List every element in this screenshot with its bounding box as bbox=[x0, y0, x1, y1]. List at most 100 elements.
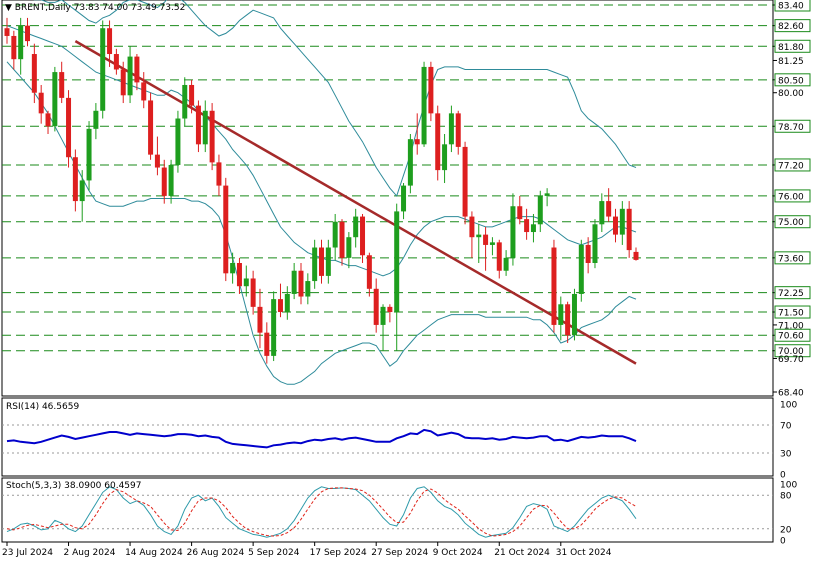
price-level-box bbox=[774, 39, 811, 53]
price-level-box bbox=[774, 73, 811, 87]
candle-body bbox=[503, 257, 509, 271]
candle-body bbox=[380, 306, 386, 325]
y-axis-label: 83.40 bbox=[778, 2, 804, 12]
candle-body bbox=[332, 221, 338, 248]
candle-body bbox=[141, 82, 147, 101]
candle-body bbox=[319, 247, 324, 276]
candle-body bbox=[148, 100, 154, 155]
stoch-panel-frame bbox=[1, 477, 774, 543]
y-axis-label: 81.25 bbox=[778, 57, 804, 67]
candle-body bbox=[510, 206, 516, 258]
chart-header: ▼ BRENT,Daily 73.83 74.00 73.49 73.52 bbox=[5, 3, 185, 13]
y-axis-label: 81.80 bbox=[778, 43, 804, 53]
y-axis-label: 71.00 bbox=[778, 321, 804, 331]
x-axis-label: 21 Oct 2024 bbox=[494, 548, 550, 558]
price-level-box bbox=[774, 119, 811, 133]
candle-body bbox=[100, 28, 106, 111]
main-panel-frame bbox=[1, 0, 774, 397]
x-axis-label: 23 Jul 2024 bbox=[2, 548, 53, 558]
candle-body bbox=[264, 332, 270, 356]
stoch-main-line bbox=[6, 486, 637, 538]
candle-body bbox=[578, 244, 584, 294]
y-axis-label: 82.60 bbox=[778, 22, 804, 32]
candle-body bbox=[305, 281, 311, 297]
dropdown-triangle-icon[interactable]: ▼ bbox=[5, 3, 12, 13]
candle-body bbox=[107, 28, 113, 55]
candle-body bbox=[312, 247, 318, 282]
candle-body bbox=[79, 180, 85, 202]
price-level-box bbox=[774, 19, 811, 33]
candle-body bbox=[277, 299, 283, 313]
candle-body bbox=[93, 110, 99, 129]
candle-body bbox=[298, 270, 304, 297]
candle-body bbox=[72, 157, 78, 202]
candle-body bbox=[134, 56, 140, 83]
candle-body bbox=[284, 293, 290, 313]
candle-body bbox=[469, 216, 475, 238]
y-axis-label: 77.20 bbox=[778, 161, 804, 171]
stoch-axis-label: 100 bbox=[780, 481, 797, 491]
candle-body bbox=[353, 216, 359, 238]
candle-body bbox=[25, 25, 31, 42]
candle-body bbox=[86, 128, 92, 181]
candle-body bbox=[250, 278, 256, 307]
candle-body bbox=[428, 66, 434, 114]
candle-body bbox=[168, 164, 174, 196]
candle-body bbox=[442, 144, 448, 171]
candle-body bbox=[448, 113, 454, 145]
candle-body bbox=[626, 208, 632, 251]
x-axis-label: 14 Aug 2024 bbox=[125, 548, 183, 558]
candle-body bbox=[462, 146, 468, 217]
candle-body bbox=[31, 54, 37, 93]
rsi-line bbox=[6, 428, 637, 449]
price-level-box bbox=[774, 189, 811, 203]
candle-body bbox=[633, 251, 639, 260]
y-axis-label: 80.00 bbox=[778, 89, 804, 99]
y-axis-label: 78.70 bbox=[778, 123, 804, 133]
candle-body bbox=[291, 270, 297, 294]
candle-body bbox=[537, 195, 543, 225]
candle-body bbox=[524, 219, 530, 233]
candle-body bbox=[544, 193, 550, 196]
candle-body bbox=[612, 216, 618, 235]
candle-body bbox=[182, 84, 188, 119]
candle-body bbox=[339, 221, 345, 258]
candle-body bbox=[558, 304, 564, 325]
candle-body bbox=[489, 242, 495, 245]
candle-body bbox=[38, 92, 44, 114]
candle-body bbox=[127, 56, 133, 96]
candle-body bbox=[373, 288, 379, 325]
candle-body bbox=[571, 293, 577, 336]
candle-body bbox=[565, 304, 571, 336]
candle-body bbox=[189, 84, 195, 106]
stoch-axis-label: 20 bbox=[780, 525, 792, 535]
candle-body bbox=[421, 66, 427, 145]
x-axis-label: 17 Sep 2024 bbox=[310, 548, 367, 558]
candle-body bbox=[120, 69, 126, 96]
price-level-box bbox=[774, 328, 811, 342]
y-axis-label: 80.50 bbox=[778, 76, 804, 86]
y-axis-label: 76.00 bbox=[778, 192, 804, 202]
price-level-box bbox=[774, 344, 811, 358]
price-level-box bbox=[774, 158, 811, 172]
candle-body bbox=[195, 105, 201, 145]
y-axis-label: 68.40 bbox=[778, 389, 804, 399]
candle-body bbox=[366, 255, 372, 289]
candle-body bbox=[360, 216, 366, 256]
stoch-label: Stoch(5,3,3) 38.0900 60.4597 bbox=[6, 481, 142, 491]
candle-body bbox=[52, 72, 58, 127]
candle-body bbox=[483, 234, 489, 245]
stoch-axis-label: 80 bbox=[780, 492, 792, 502]
x-axis-label: 9 Oct 2024 bbox=[433, 548, 483, 558]
candle-body bbox=[175, 118, 181, 165]
candle-body bbox=[230, 263, 236, 274]
candle-body bbox=[236, 263, 242, 287]
y-axis-label: 70.60 bbox=[778, 332, 804, 342]
price-level-box bbox=[774, 215, 811, 229]
candle-body bbox=[407, 139, 413, 186]
y-axis-label: 72.25 bbox=[778, 289, 804, 299]
candle-body bbox=[435, 113, 441, 171]
candle-body bbox=[346, 237, 352, 258]
